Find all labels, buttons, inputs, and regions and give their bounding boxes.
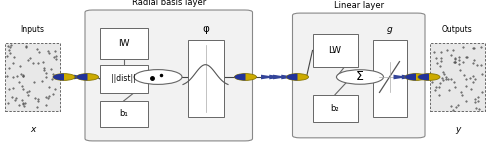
- Polygon shape: [269, 75, 284, 79]
- Circle shape: [53, 74, 75, 80]
- FancyBboxPatch shape: [312, 34, 358, 67]
- Wedge shape: [53, 74, 64, 80]
- Polygon shape: [261, 75, 276, 79]
- Text: φ: φ: [202, 24, 209, 34]
- FancyBboxPatch shape: [5, 43, 60, 111]
- Polygon shape: [394, 75, 408, 79]
- Circle shape: [76, 74, 98, 80]
- Text: IW: IW: [118, 39, 130, 48]
- FancyBboxPatch shape: [100, 28, 148, 59]
- FancyBboxPatch shape: [292, 13, 425, 138]
- Text: g: g: [386, 25, 392, 34]
- Text: Outputs: Outputs: [442, 25, 473, 34]
- FancyBboxPatch shape: [430, 43, 485, 111]
- FancyBboxPatch shape: [100, 101, 148, 127]
- Text: Inputs: Inputs: [20, 25, 44, 34]
- Text: x: x: [30, 125, 35, 134]
- Polygon shape: [66, 75, 80, 79]
- FancyBboxPatch shape: [188, 40, 224, 117]
- FancyBboxPatch shape: [100, 65, 148, 93]
- Polygon shape: [273, 75, 288, 79]
- FancyBboxPatch shape: [85, 10, 252, 141]
- Wedge shape: [76, 74, 88, 80]
- Text: y: y: [455, 125, 460, 134]
- Wedge shape: [418, 74, 429, 80]
- Polygon shape: [74, 75, 89, 79]
- Circle shape: [418, 74, 440, 80]
- Text: Linear layer: Linear layer: [334, 1, 384, 10]
- Wedge shape: [234, 74, 246, 80]
- Circle shape: [286, 74, 308, 80]
- Wedge shape: [286, 74, 298, 80]
- Circle shape: [336, 70, 384, 84]
- Wedge shape: [405, 74, 416, 80]
- Text: b₁: b₁: [120, 109, 128, 118]
- Text: b₂: b₂: [330, 104, 340, 113]
- Polygon shape: [406, 75, 422, 79]
- Text: Radial basis layer: Radial basis layer: [132, 0, 206, 7]
- FancyBboxPatch shape: [312, 95, 358, 122]
- Polygon shape: [281, 75, 296, 79]
- Circle shape: [234, 74, 256, 80]
- Text: ||dist||: ||dist||: [112, 74, 136, 83]
- Text: LW: LW: [328, 46, 342, 55]
- Circle shape: [134, 70, 182, 84]
- Circle shape: [405, 74, 427, 80]
- FancyBboxPatch shape: [372, 40, 406, 117]
- Text: Σ: Σ: [356, 71, 364, 83]
- Polygon shape: [414, 75, 430, 79]
- Polygon shape: [402, 75, 417, 79]
